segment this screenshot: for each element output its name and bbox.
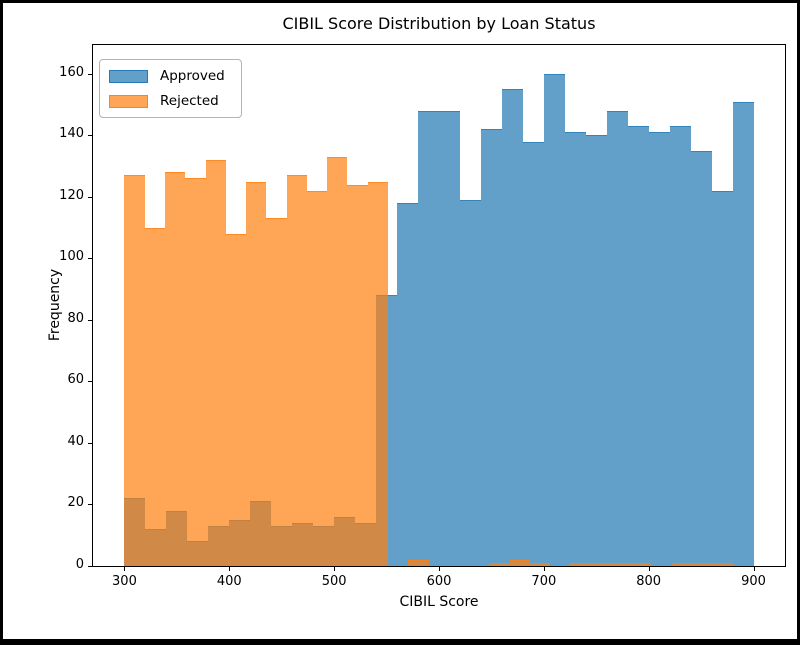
hist-bar-rejected — [266, 218, 287, 566]
y-tick-label: 160 — [59, 64, 84, 80]
hist-bar-approved — [480, 129, 502, 566]
x-tick-label: 400 — [216, 574, 242, 589]
hist-bar-rejected — [347, 184, 368, 566]
hist-bar-approved — [711, 190, 733, 566]
approved-swatch — [109, 69, 148, 83]
x-axis-label: CIBIL Score — [399, 594, 479, 610]
hist-bar-rejected — [164, 172, 186, 566]
x-tick-mark — [334, 567, 336, 571]
hist-bar-rejected — [124, 175, 145, 566]
x-tick-mark — [648, 567, 650, 571]
legend-label-approved: Approved — [160, 68, 225, 84]
hist-bar-approved — [585, 135, 607, 566]
hist-bar-approved — [564, 132, 586, 566]
hist-bar-rejected — [631, 562, 652, 566]
hist-bar-rejected — [712, 562, 733, 566]
hist-bar-rejected — [286, 175, 307, 566]
y-tick-label: 20 — [67, 495, 84, 511]
y-tick-mark — [88, 566, 92, 567]
hist-bar-rejected — [185, 178, 206, 566]
hist-bar-rejected — [144, 227, 165, 566]
y-tick-mark — [88, 258, 92, 260]
x-tick-mark — [439, 567, 440, 571]
hist-bar-approved — [501, 89, 523, 566]
y-axis-label-text: Frequency — [47, 268, 63, 342]
hist-bar-rejected — [509, 559, 530, 566]
hist-bar-approved — [543, 73, 565, 566]
y-tick-mark — [88, 442, 92, 444]
y-tick-label: 100 — [59, 249, 84, 265]
legend-label-rejected: Rejected — [160, 93, 219, 109]
x-tick-label: 800 — [636, 574, 662, 589]
rejected-swatch — [109, 94, 148, 108]
hist-bar-rejected — [306, 190, 328, 566]
hist-bar-rejected — [408, 559, 429, 566]
hist-bar-rejected — [327, 156, 348, 566]
y-tick-label: 140 — [59, 126, 84, 142]
hist-bar-approved — [648, 132, 670, 566]
x-tick-mark — [124, 567, 126, 571]
hist-bar-approved — [669, 126, 691, 566]
chart-title: CIBIL Score Distribution by Loan Status — [282, 14, 596, 33]
y-tick-label: 0 — [75, 557, 84, 572]
x-tick-label: 700 — [531, 574, 557, 589]
y-tick-mark — [88, 196, 92, 198]
hist-bar-rejected — [489, 562, 510, 566]
hist-bar-rejected — [246, 181, 267, 566]
hist-bar-approved — [690, 150, 712, 566]
y-tick-mark — [88, 504, 92, 506]
x-tick-mark — [229, 567, 231, 571]
hist-bar-rejected — [225, 233, 247, 566]
y-tick-label: 60 — [67, 372, 84, 388]
x-tick-label: 500 — [321, 574, 347, 589]
y-tick-mark — [88, 381, 92, 383]
hist-bar-approved — [732, 101, 754, 566]
hist-bar-approved — [439, 110, 460, 566]
y-tick-mark — [88, 135, 92, 137]
plot-area — [92, 44, 786, 567]
y-tick-label: 40 — [67, 433, 84, 449]
y-tick-mark — [88, 73, 92, 75]
legend-item-rejected: Rejected — [109, 93, 231, 109]
hist-bar-approved — [627, 126, 649, 566]
hist-bar-rejected — [570, 562, 591, 566]
histogram-bars-layer — [93, 45, 785, 566]
y-tick-label: 80 — [67, 310, 84, 326]
hist-bar-approved — [418, 110, 439, 566]
hist-bar-rejected — [205, 160, 226, 566]
hist-bar-rejected — [367, 181, 388, 566]
hist-bar-rejected — [692, 562, 713, 566]
hist-bar-rejected — [529, 562, 551, 566]
x-tick-label: 300 — [112, 574, 137, 589]
y-tick-label: 120 — [59, 187, 84, 203]
hist-bar-rejected — [590, 562, 611, 566]
x-tick-mark — [543, 567, 545, 571]
hist-bar-rejected — [671, 562, 693, 566]
x-tick-mark — [753, 567, 755, 571]
hist-bar-approved — [522, 141, 544, 566]
hist-bar-approved — [397, 203, 419, 566]
y-tick-mark — [88, 319, 92, 321]
legend: Approved Rejected — [99, 59, 242, 118]
hist-bar-approved — [459, 200, 481, 566]
x-tick-label: 900 — [741, 574, 766, 589]
hist-bar-approved — [606, 110, 628, 566]
legend-item-approved: Approved — [109, 68, 231, 84]
x-tick-label: 600 — [426, 574, 452, 589]
hist-bar-rejected — [610, 562, 632, 566]
